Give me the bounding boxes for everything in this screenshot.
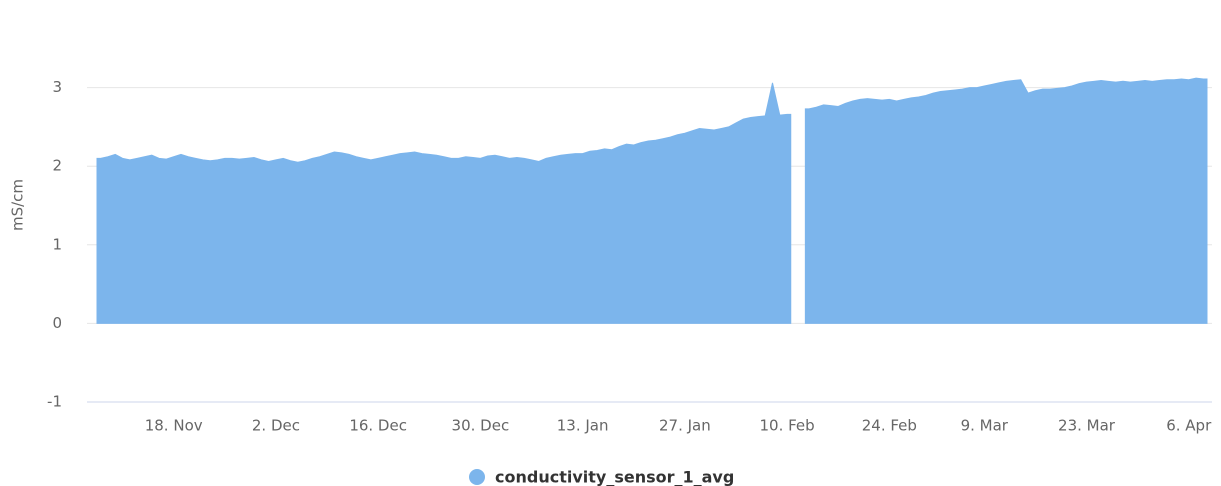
x-tick-label: 13. Jan bbox=[557, 417, 609, 435]
x-tick-label: 10. Feb bbox=[760, 417, 815, 435]
y-tick-label: 3 bbox=[52, 78, 62, 96]
x-tick-label: 16. Dec bbox=[349, 417, 407, 435]
x-tick-label: 2. Dec bbox=[252, 417, 300, 435]
x-tick-label: 27. Jan bbox=[659, 417, 711, 435]
x-tick-label: 23. Mar bbox=[1058, 417, 1116, 435]
area bbox=[96, 77, 1208, 324]
legend-symbol bbox=[469, 469, 485, 485]
y-axis-title: mS/cm bbox=[9, 179, 27, 231]
x-tick-label: 6. Apr bbox=[1166, 417, 1212, 435]
x-tick-label: 30. Dec bbox=[452, 417, 510, 435]
legend-label: conductivity_sensor_1_avg bbox=[495, 468, 734, 486]
y-tick-label: 0 bbox=[52, 314, 62, 332]
x-tick-label: 24. Feb bbox=[862, 417, 917, 435]
x-tick-label: 18. Nov bbox=[145, 417, 203, 435]
y-tick-label: 1 bbox=[52, 235, 62, 253]
y-tick-label: 2 bbox=[52, 157, 62, 175]
y-tick-label: -1 bbox=[47, 393, 62, 411]
x-tick-label: 9. Mar bbox=[961, 417, 1009, 435]
